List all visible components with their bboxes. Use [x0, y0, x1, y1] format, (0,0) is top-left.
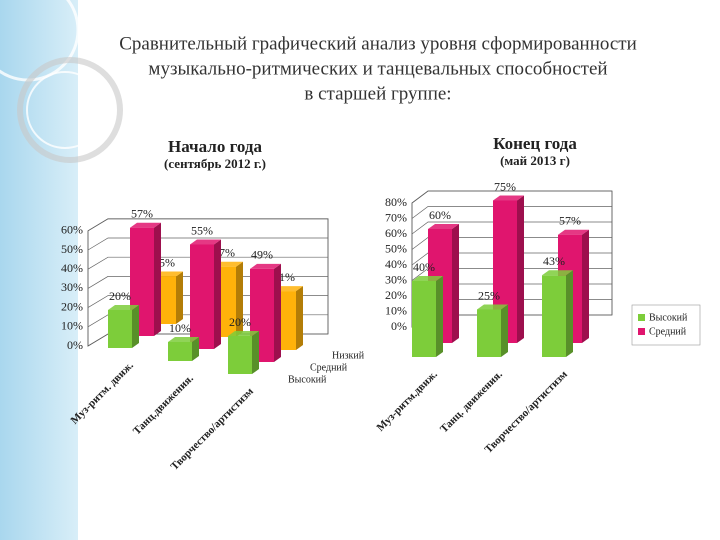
bar-side	[436, 276, 443, 357]
chart-title: Конец года	[493, 134, 577, 153]
value-label: 20%	[109, 289, 131, 303]
bar-side	[296, 286, 303, 350]
y-tick-label: 30%	[385, 272, 407, 286]
legend-label: Средний	[310, 362, 348, 373]
bar-top	[412, 276, 443, 281]
legend-swatch	[638, 328, 645, 335]
grid-line	[87, 256, 328, 270]
y-tick-label: 30%	[61, 280, 83, 294]
x-tick-label: Муз-ритм. движ.	[69, 359, 137, 427]
y-tick-label: 20%	[385, 288, 407, 302]
value-label: 40%	[413, 260, 435, 274]
legend-label: Высокий	[288, 374, 327, 385]
bar	[168, 342, 192, 361]
chart-subtitle: (сентябрь 2012 г.)	[164, 156, 266, 171]
y-tick-label: 20%	[61, 299, 83, 313]
value-label: 49%	[251, 248, 273, 262]
bar-top	[190, 239, 221, 245]
bar-side	[582, 229, 589, 343]
bar-top	[477, 304, 508, 310]
chart-title: Начало года	[168, 137, 262, 156]
slide-title: в старшей группе:	[304, 83, 451, 104]
bar-top	[228, 331, 259, 336]
value-label: 10%	[169, 321, 191, 335]
grid-line	[411, 190, 612, 204]
value-label: 55%	[191, 223, 213, 237]
grid-line	[87, 218, 328, 232]
bar-side	[517, 195, 524, 343]
bar-top	[493, 195, 524, 201]
bar-side	[192, 337, 199, 361]
bar-side	[214, 239, 221, 349]
y-tick-label: 0%	[391, 319, 407, 333]
bar	[190, 244, 214, 349]
bar-side	[501, 304, 508, 357]
bar-top	[428, 224, 459, 229]
y-tick-label: 50%	[61, 242, 83, 256]
bar	[412, 281, 436, 357]
grid-line	[87, 237, 328, 251]
value-label: 60%	[429, 208, 451, 222]
y-tick-label: 50%	[385, 241, 407, 255]
slide-title: Сравнительный графический анализ уровня …	[119, 33, 637, 54]
y-tick-label: 80%	[385, 195, 407, 209]
legend-label: Низкий	[332, 350, 365, 361]
bar-top	[108, 305, 139, 310]
decor-circle	[26, 71, 104, 149]
bar-side	[452, 224, 459, 343]
bar-side	[566, 270, 573, 357]
x-tick-label: Танц.движения.	[131, 372, 196, 437]
x-tick-label: Муз-ритм.движ.	[375, 368, 441, 434]
bar	[477, 309, 501, 357]
bar-side	[274, 263, 281, 362]
bar-top	[250, 263, 281, 269]
bar	[108, 310, 132, 348]
bar-side	[176, 271, 183, 324]
bar-top	[542, 270, 573, 276]
y-tick-label: 70%	[385, 210, 407, 224]
value-label: 75%	[494, 179, 516, 193]
y-tick-label: 40%	[61, 261, 83, 275]
legend-label: Средний	[649, 326, 687, 337]
grid-line	[411, 221, 612, 235]
value-label: 20%	[229, 315, 251, 329]
x-tick-label: Танц. движения.	[438, 368, 505, 435]
side-strip	[0, 0, 78, 540]
y-tick-label: 0%	[67, 338, 83, 352]
legend-swatch	[638, 314, 645, 321]
bar-top	[130, 222, 161, 228]
chart-subtitle: (май 2013 г)	[500, 153, 570, 168]
value-label: 57%	[131, 206, 153, 220]
slide-title: музыкально-ритмических и танцевальных сп…	[148, 58, 607, 79]
x-tick-label: Творчество/артистизм	[169, 385, 257, 473]
bar	[542, 275, 566, 357]
y-tick-label: 60%	[385, 226, 407, 240]
value-label: 57%	[559, 213, 581, 227]
y-tick-label: 60%	[61, 223, 83, 237]
bar-side	[236, 261, 243, 337]
value-label: 43%	[543, 254, 565, 268]
legend-label: Высокий	[649, 312, 688, 323]
grid-line	[411, 206, 612, 219]
value-label: 25%	[478, 288, 500, 302]
decor-circle	[17, 57, 123, 163]
bar-side	[154, 222, 161, 336]
legend-box	[631, 304, 701, 346]
bar-top	[168, 337, 199, 342]
y-tick-label: 40%	[385, 257, 407, 271]
y-tick-label: 10%	[385, 303, 407, 317]
y-tick-label: 10%	[61, 319, 83, 333]
bar-side	[252, 331, 259, 374]
bar	[228, 336, 252, 374]
bar-top	[558, 229, 589, 235]
bar-side	[132, 305, 139, 348]
